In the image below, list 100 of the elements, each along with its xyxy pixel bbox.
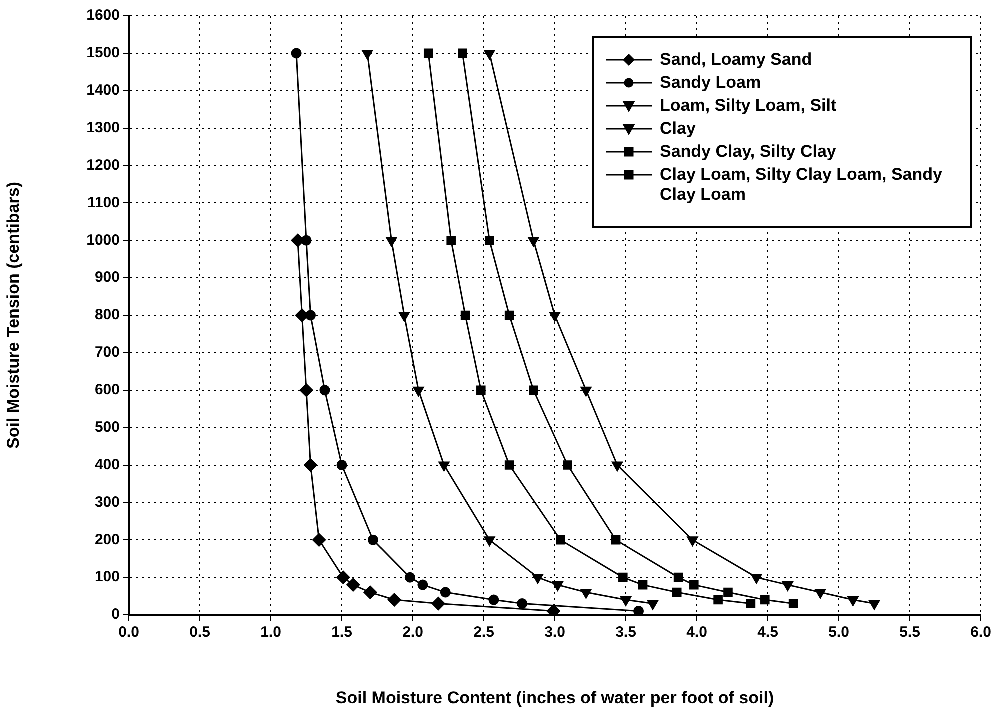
point xyxy=(714,595,723,605)
point xyxy=(336,460,348,470)
point xyxy=(312,533,326,547)
point xyxy=(674,572,684,582)
x-tick-label: 2.5 xyxy=(474,624,494,642)
point xyxy=(580,589,592,599)
legend-label: Clay Loam, Silty Clay Loam, Sandy Clay Loam xyxy=(660,165,944,205)
point xyxy=(532,574,544,584)
y-tick-label: 900 xyxy=(94,269,120,286)
legend-label: Sand, Loamy Sand xyxy=(660,50,812,70)
legend-label: Loam, Silty Loam, Silt xyxy=(660,96,837,116)
x-tick-label: 2.0 xyxy=(402,624,424,642)
point xyxy=(751,574,762,584)
y-tick-label: 100 xyxy=(94,568,120,586)
point xyxy=(815,589,826,599)
point xyxy=(304,458,318,472)
point xyxy=(504,460,514,470)
y-tick-label: 700 xyxy=(94,344,120,362)
point xyxy=(620,596,632,606)
point xyxy=(386,237,398,247)
point xyxy=(612,462,623,472)
point xyxy=(556,535,566,545)
y-axis-title: Soil Moisture Tension (centibars) xyxy=(4,182,23,449)
point xyxy=(563,460,572,470)
legend-label: Sandy Clay, Silty Clay xyxy=(660,142,836,162)
x-tick-label: 3.5 xyxy=(616,624,636,642)
point xyxy=(724,588,733,598)
x-tick-label: 0.5 xyxy=(190,624,210,642)
point xyxy=(760,595,770,605)
legend-label: Sandy Loam xyxy=(660,73,762,93)
point xyxy=(438,462,450,472)
point xyxy=(368,534,378,546)
x-tick-label: 0.0 xyxy=(118,624,140,642)
point xyxy=(291,48,302,59)
point xyxy=(484,50,496,60)
point xyxy=(301,235,312,246)
y-tick-label: 1000 xyxy=(86,232,120,249)
point xyxy=(432,597,446,611)
point xyxy=(580,386,592,397)
point xyxy=(388,593,402,607)
point xyxy=(364,586,378,600)
point xyxy=(336,570,350,584)
x-tick-label: 1.5 xyxy=(332,624,352,642)
y-tick-label: 500 xyxy=(94,418,120,436)
point xyxy=(634,606,644,615)
x-axis-title: Soil Moisture Content (inches of water per foot of soil) xyxy=(336,688,774,708)
point xyxy=(418,580,428,590)
point xyxy=(672,588,682,598)
point xyxy=(647,600,658,610)
point xyxy=(618,572,628,582)
point xyxy=(638,580,648,590)
x-tick-label: 4.0 xyxy=(686,624,708,642)
point xyxy=(552,582,564,592)
point xyxy=(424,48,434,58)
y-tick-label: 1200 xyxy=(86,156,120,174)
point xyxy=(446,236,456,246)
point xyxy=(440,587,451,598)
point xyxy=(549,312,561,322)
point xyxy=(485,236,494,246)
point xyxy=(690,580,699,590)
point xyxy=(398,312,410,322)
point xyxy=(848,596,859,606)
point xyxy=(746,599,756,608)
point xyxy=(413,386,424,397)
point xyxy=(484,536,496,546)
legend-label: Clay xyxy=(660,119,696,139)
point xyxy=(687,536,698,546)
y-tick-label: 600 xyxy=(94,382,120,399)
point xyxy=(868,600,880,610)
y-tick-label: 400 xyxy=(94,456,120,474)
y-tick-label: 0 xyxy=(112,606,120,624)
point xyxy=(458,48,468,58)
point xyxy=(320,385,330,396)
x-tick-label: 5.0 xyxy=(828,624,850,642)
point xyxy=(528,237,540,247)
x-tick-label: 4.5 xyxy=(758,624,778,642)
x-tick-label: 5.5 xyxy=(900,624,920,642)
point xyxy=(611,535,621,545)
x-tick-label: 6.0 xyxy=(970,624,992,642)
y-tick-label: 800 xyxy=(94,306,120,324)
point xyxy=(300,384,314,398)
y-tick-label: 1500 xyxy=(86,44,120,62)
point xyxy=(788,599,798,608)
y-tick-label: 300 xyxy=(94,494,120,511)
x-tick-label: 1.0 xyxy=(260,624,282,642)
y-tick-label: 1300 xyxy=(86,119,120,136)
point xyxy=(476,386,486,396)
point xyxy=(517,598,528,610)
point xyxy=(529,386,538,396)
y-tick-label: 1400 xyxy=(86,82,120,100)
point xyxy=(346,578,360,592)
y-tick-label: 1100 xyxy=(87,194,120,212)
y-tick-label: 1600 xyxy=(86,7,120,24)
point xyxy=(488,594,500,606)
point xyxy=(362,50,374,60)
point xyxy=(306,310,316,321)
point xyxy=(404,572,416,583)
x-tick-label: 3.0 xyxy=(544,624,566,642)
y-tick-label: 200 xyxy=(94,531,120,548)
point xyxy=(460,310,470,320)
